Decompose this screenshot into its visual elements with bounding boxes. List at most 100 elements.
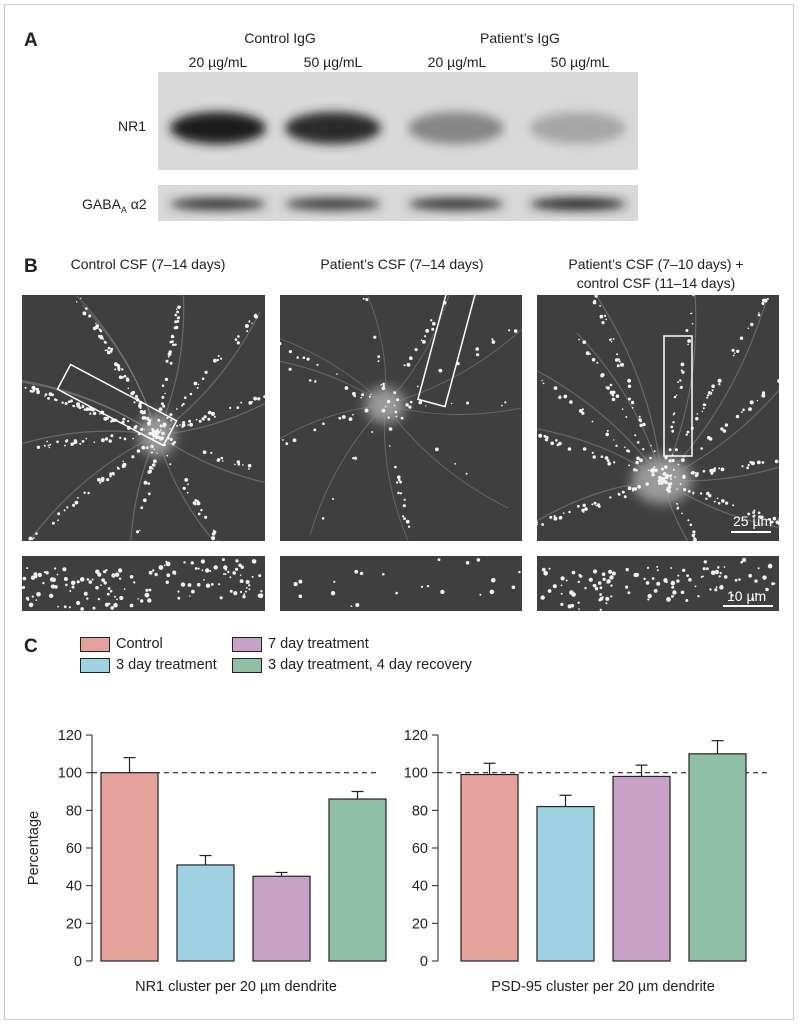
synaptic-cluster — [338, 416, 342, 420]
synaptic-cluster — [240, 401, 243, 404]
synaptic-cluster — [599, 586, 603, 590]
panel-b-letter: B — [24, 256, 38, 277]
synaptic-cluster — [597, 503, 601, 507]
synaptic-cluster — [187, 583, 192, 587]
synaptic-cluster — [174, 320, 178, 324]
synaptic-cluster — [285, 442, 289, 446]
synaptic-cluster — [131, 390, 136, 395]
synaptic-cluster — [725, 501, 729, 505]
synaptic-cluster — [72, 503, 76, 507]
blot-row-label-gaba: GABAA α2 — [82, 196, 147, 215]
synaptic-cluster — [677, 506, 679, 508]
synaptic-cluster — [210, 583, 214, 586]
synaptic-cluster — [560, 602, 564, 606]
synaptic-cluster — [121, 375, 124, 379]
synaptic-cluster — [114, 572, 120, 577]
synaptic-cluster — [181, 425, 184, 428]
scale-bar-10um — [723, 605, 773, 607]
synaptic-cluster — [601, 572, 606, 576]
synaptic-cluster — [549, 515, 553, 519]
synaptic-cluster — [661, 467, 664, 471]
synaptic-cluster — [688, 578, 692, 582]
synaptic-cluster — [64, 444, 66, 447]
synaptic-cluster — [31, 595, 34, 598]
synaptic-cluster — [741, 465, 744, 468]
synaptic-cluster — [501, 404, 503, 407]
synaptic-cluster — [717, 501, 721, 505]
synaptic-cluster — [598, 598, 602, 602]
synaptic-cluster — [280, 341, 282, 346]
synaptic-cluster — [761, 299, 764, 302]
y-tick-label: 20 — [412, 916, 428, 932]
synaptic-cluster — [95, 585, 99, 590]
synaptic-cluster — [640, 420, 642, 423]
synaptic-cluster — [438, 368, 443, 373]
synaptic-cluster — [182, 402, 185, 406]
dendrite — [383, 404, 409, 541]
synaptic-cluster — [420, 585, 424, 588]
synaptic-cluster — [592, 569, 598, 574]
synaptic-cluster — [558, 441, 562, 446]
synaptic-cluster — [701, 410, 704, 413]
synaptic-cluster — [36, 445, 41, 449]
synaptic-cluster — [150, 451, 153, 454]
synaptic-cluster — [408, 364, 411, 367]
synaptic-cluster — [65, 583, 68, 587]
synaptic-cluster — [121, 465, 125, 468]
synaptic-cluster — [718, 383, 721, 386]
synaptic-cluster — [190, 561, 194, 565]
synaptic-cluster — [674, 476, 676, 478]
group-header-patient-igg: Patient’s IgG — [480, 30, 560, 46]
synaptic-cluster — [687, 339, 691, 343]
synaptic-cluster — [368, 395, 371, 398]
synaptic-cluster — [341, 415, 346, 419]
synaptic-cluster — [700, 447, 703, 450]
synaptic-cluster — [197, 383, 200, 386]
synaptic-cluster — [51, 521, 55, 525]
synaptic-cluster — [197, 567, 200, 570]
synaptic-cluster — [102, 338, 105, 340]
lane-label-3: 20 µg/mL — [427, 54, 487, 70]
synaptic-cluster — [689, 523, 693, 527]
synaptic-cluster — [194, 567, 198, 570]
synaptic-cluster — [649, 456, 652, 460]
synaptic-cluster — [656, 569, 659, 572]
synaptic-cluster — [677, 463, 680, 466]
dendrite-zoom-recovery: 10 µm — [537, 556, 779, 611]
synaptic-cluster — [399, 480, 403, 484]
synaptic-cluster — [382, 573, 385, 576]
legend-label-control: Control — [116, 636, 163, 652]
synaptic-cluster — [397, 475, 401, 479]
synaptic-cluster — [238, 563, 242, 567]
synaptic-cluster — [141, 416, 146, 420]
synaptic-cluster — [172, 570, 177, 575]
synaptic-cluster — [103, 570, 107, 574]
synaptic-cluster — [424, 335, 427, 338]
synaptic-cluster — [656, 581, 661, 586]
synaptic-cluster — [179, 306, 182, 308]
synaptic-cluster — [403, 364, 406, 367]
synaptic-cluster — [692, 530, 696, 534]
synaptic-cluster — [281, 439, 284, 441]
synaptic-cluster — [161, 384, 165, 387]
synaptic-cluster — [352, 413, 354, 416]
bar-chart: 0 20 40 60 80 100 120 NR1 cluster per 20 µm den… — [26, 728, 768, 995]
synaptic-cluster — [635, 460, 639, 465]
synaptic-cluster — [125, 377, 129, 381]
synaptic-cluster — [613, 461, 616, 464]
synaptic-cluster — [227, 570, 230, 574]
synaptic-cluster — [95, 569, 100, 574]
synaptic-cluster — [63, 509, 66, 512]
synaptic-cluster — [251, 322, 253, 324]
synaptic-cluster — [667, 482, 671, 486]
synaptic-cluster — [234, 338, 238, 341]
synaptic-cluster — [142, 498, 147, 503]
synaptic-cluster — [99, 481, 102, 484]
synaptic-cluster — [670, 567, 673, 569]
synaptic-cluster — [56, 440, 59, 444]
synaptic-cluster — [134, 394, 139, 399]
synaptic-cluster — [658, 482, 661, 485]
synaptic-cluster — [627, 591, 631, 595]
synaptic-cluster — [169, 438, 173, 441]
synaptic-cluster — [78, 406, 81, 409]
